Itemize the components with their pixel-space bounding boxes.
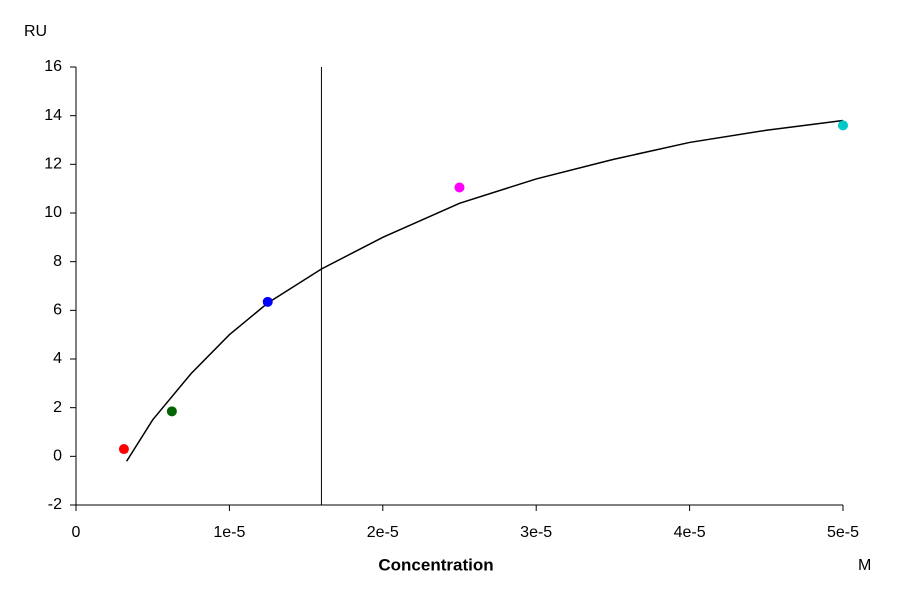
data-point — [166, 406, 177, 417]
x-tick-label: 1e-5 — [213, 524, 245, 541]
data-point — [454, 182, 465, 193]
x-tick-label: 5e-5 — [827, 524, 859, 541]
y-tick-label: 10 — [44, 204, 62, 221]
y-tick-label: 0 — [53, 448, 62, 465]
y-axis-label: RU — [24, 23, 47, 40]
data-point — [262, 296, 273, 307]
x-tick-label: 2e-5 — [367, 524, 399, 541]
y-tick-label: 12 — [44, 156, 62, 173]
y-tick-label: 6 — [53, 302, 62, 319]
y-tick-label: 8 — [53, 253, 62, 270]
fit-curve — [125, 119, 844, 462]
x-tick-label: 3e-5 — [520, 524, 552, 541]
x-axis-label: Concentration — [378, 555, 493, 574]
data-point — [118, 444, 129, 455]
y-tick-label: 4 — [53, 350, 62, 367]
y-tick-label: 16 — [44, 58, 62, 75]
x-tick-label: 4e-5 — [674, 524, 706, 541]
x-axis-unit: M — [858, 557, 871, 574]
x-tick-label: 0 — [72, 524, 81, 541]
data-point — [838, 120, 848, 131]
y-tick-label: 2 — [53, 399, 62, 416]
y-tick-label: 14 — [44, 107, 62, 124]
y-tick-label: -2 — [48, 496, 62, 513]
